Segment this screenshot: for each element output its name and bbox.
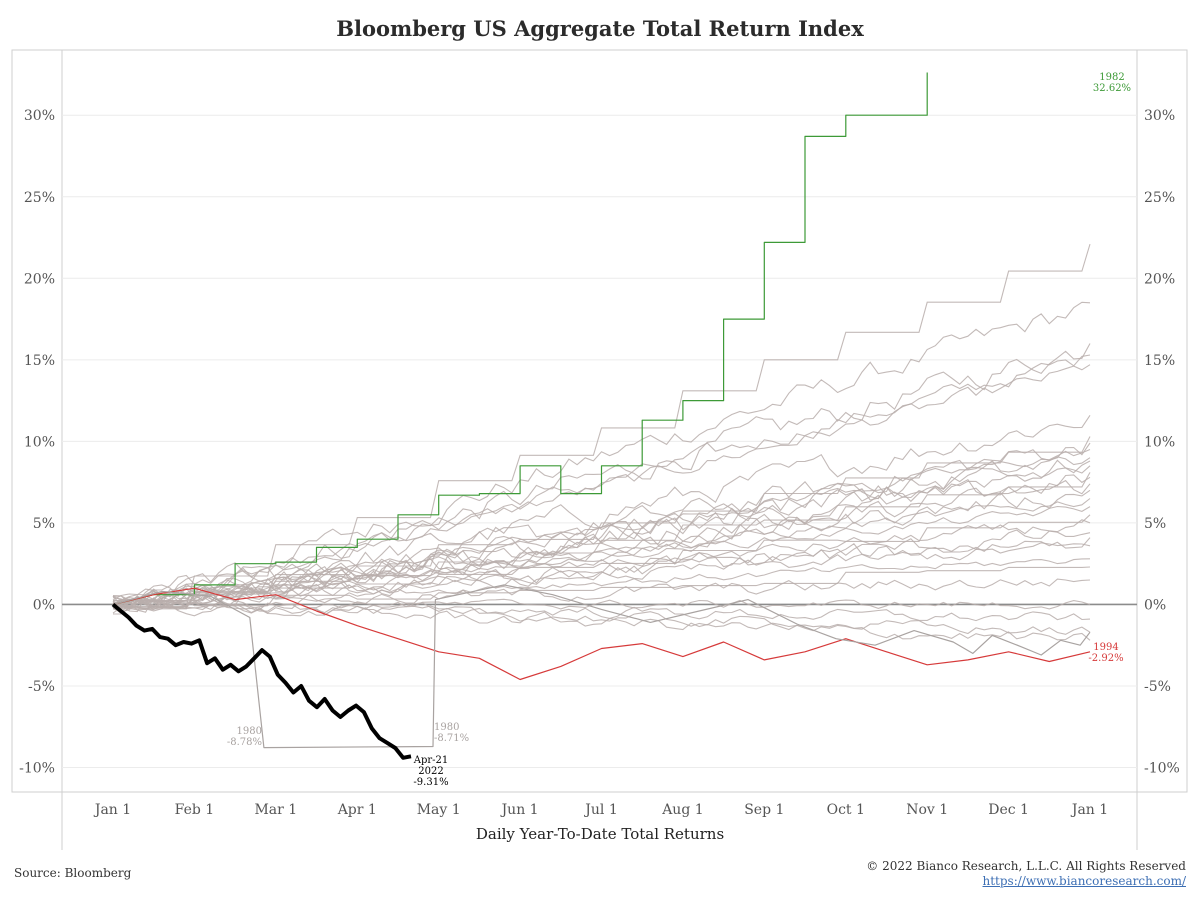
- annotation-1982: 32.62%: [1093, 83, 1131, 94]
- y-tick-label-right: 5%: [1144, 516, 1166, 532]
- history-year-line: [113, 514, 1091, 610]
- x-tick-label: May 1: [417, 802, 461, 818]
- series-line-1980: [112, 584, 1091, 749]
- x-tick-label: Jan 1: [1070, 802, 1108, 818]
- history-year-line: [112, 519, 1091, 609]
- x-tick-label: Mar 1: [254, 802, 297, 818]
- outer-frame: [11, 49, 1188, 793]
- history-year-line: [112, 442, 1091, 614]
- x-tick-label: Jul 1: [583, 802, 617, 818]
- y-tick-label-left: 15%: [24, 353, 55, 369]
- annotation-1980-left: 1980: [237, 726, 262, 737]
- history-year-line: [113, 601, 1091, 635]
- y-tick-label-left: 30%: [24, 108, 55, 124]
- x-tick-label: Jan 1: [93, 802, 131, 818]
- y-tick-label-right: 20%: [1144, 271, 1175, 287]
- history-year-line: [112, 600, 1091, 641]
- x-tick-label: Sep 1: [744, 802, 784, 818]
- y-tick-label-right: 0%: [1144, 597, 1166, 613]
- history-year-line: [112, 558, 1091, 605]
- chart-title: Bloomberg US Aggregate Total Return Inde…: [336, 16, 864, 41]
- y-tick-label-right: 25%: [1144, 190, 1175, 206]
- history-year-line: [112, 598, 1091, 611]
- annotations: 1980-8.78%1980-8.71%198232.62%1994-2.92%…: [227, 72, 1131, 788]
- tick-labels: 30% 30% 25% 25% 20% 20% 15% 15% 10% 10% 5% 5% 0% 0% -5…: [19, 108, 1180, 818]
- source-note: Source: Bloomberg: [14, 866, 132, 880]
- annotation-1994: 1994: [1093, 642, 1118, 653]
- history-year-line: [112, 301, 1091, 615]
- annotation-1982: 1982: [1099, 72, 1124, 83]
- history-year-line: [112, 529, 1091, 603]
- x-tick-label: Nov 1: [906, 802, 948, 818]
- annotation-1980-right: -8.71%: [434, 733, 469, 744]
- x-tick-label: Jun 1: [500, 802, 539, 818]
- annotation-1980-left: -8.78%: [227, 737, 262, 748]
- y-tick-label-right: 15%: [1144, 353, 1175, 369]
- x-tick-label: Oct 1: [827, 802, 865, 818]
- y-tick-label-left: 10%: [24, 434, 55, 450]
- x-tick-label: Aug 1: [661, 802, 703, 818]
- history-year-line: [112, 456, 1091, 610]
- y-tick-label-right: -10%: [1144, 761, 1180, 777]
- history-year-line: [112, 598, 1091, 622]
- annotation-2022: Apr-21: [413, 755, 449, 766]
- y-tick-label-left: -10%: [19, 761, 55, 777]
- y-tick-label-left: -5%: [28, 679, 55, 695]
- x-tick-label: Apr 1: [337, 802, 377, 818]
- series-line-1994: [112, 587, 1091, 681]
- y-tick-label-left: 0%: [33, 597, 55, 613]
- y-tick-label-right: -5%: [1144, 679, 1171, 695]
- y-tick-label-left: 25%: [24, 190, 55, 206]
- y-tick-label-left: 5%: [33, 516, 55, 532]
- annotation-2022: -9.31%: [413, 777, 448, 788]
- x-tick-label: Dec 1: [988, 802, 1029, 818]
- history-year-line: [112, 505, 1091, 607]
- history-year-line: [113, 436, 1091, 609]
- series-line-1982: [112, 72, 928, 606]
- highlighted-series: [111, 72, 1091, 760]
- x-tick-label: Feb 1: [175, 802, 215, 818]
- history-year-line: [113, 472, 1091, 602]
- series-line-2022: [111, 602, 412, 760]
- background-series: [112, 243, 1091, 641]
- history-year-line: [113, 243, 1091, 607]
- annotation-1980-right: 1980: [434, 722, 459, 733]
- annotation-2022: 2022: [418, 766, 443, 777]
- y-tick-label-right: 10%: [1144, 434, 1175, 450]
- plot-frame: [11, 49, 1188, 850]
- history-year-line: [112, 498, 1091, 606]
- history-year-line: [112, 489, 1091, 612]
- x-axis-label: Daily Year-To-Date Total Returns: [476, 825, 724, 843]
- copyright-note: © 2022 Bianco Research, L.L.C. All Right…: [866, 859, 1186, 873]
- y-tick-label-right: 30%: [1144, 108, 1175, 124]
- website-link[interactable]: https://www.biancoresearch.com/: [982, 874, 1186, 888]
- annotation-1994: -2.92%: [1088, 653, 1123, 664]
- y-tick-label-left: 20%: [24, 271, 55, 287]
